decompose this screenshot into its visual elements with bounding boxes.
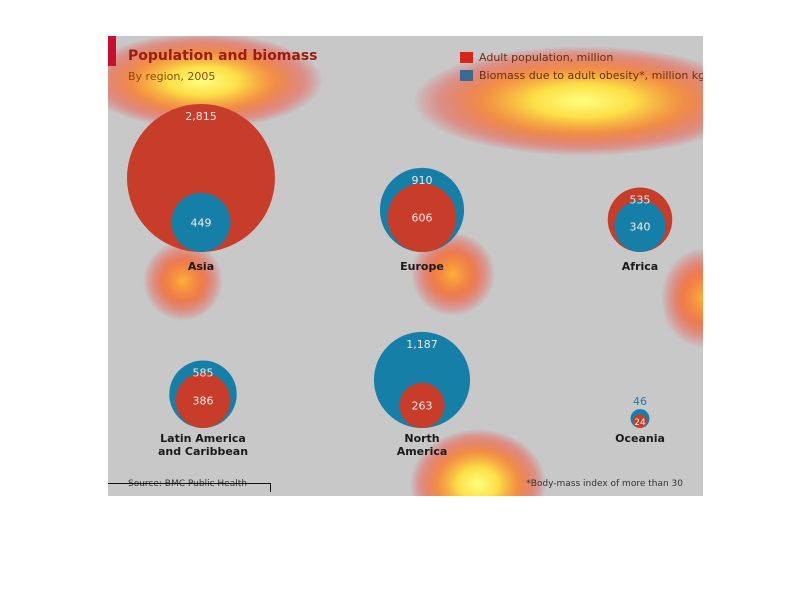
- region-name-label: Africa: [622, 260, 658, 273]
- region-group: 46 24 Oceania: [615, 395, 665, 445]
- source-note: Source: BMC Public Health: [128, 479, 247, 489]
- population-value-label: 535: [630, 193, 651, 206]
- chart-title: Population and biomass: [128, 48, 318, 64]
- biomass-bubble: [171, 192, 231, 253]
- heat-spot: [413, 46, 703, 156]
- region-name-label: Europe: [400, 260, 444, 273]
- biomass-value-label: 340: [630, 220, 651, 233]
- region-name-label: Asia: [188, 260, 214, 273]
- source-underline: [108, 483, 271, 484]
- population-bubble: [175, 373, 231, 428]
- population-value-label: 606: [412, 212, 433, 225]
- heat-spot: [143, 241, 223, 321]
- region-name-label: Latin America: [160, 432, 246, 445]
- source-underline-tick: [270, 483, 271, 492]
- population-value-label: 2,815: [185, 110, 217, 123]
- population-value-label: 263: [412, 399, 433, 412]
- heat-spot: [410, 429, 546, 496]
- population-value-label: 24: [634, 418, 646, 428]
- population-bubble: [399, 382, 445, 428]
- biomass-value-label: 910: [412, 174, 433, 187]
- heat-spot: [108, 36, 323, 129]
- biomass-bubble: [614, 200, 666, 252]
- accent-bar: [108, 36, 116, 66]
- population-value-label: 386: [193, 395, 214, 408]
- heat-spot: [411, 232, 495, 316]
- chart-figure: 2,815 449 Asia 910 606 Europe 535 340 Africa 585 3…: [108, 36, 703, 496]
- footnote: *Body-mass index of more than 30: [526, 479, 683, 489]
- region-group: 535 340 Africa: [607, 187, 673, 273]
- biomass-value-label: 585: [193, 367, 214, 380]
- biomass-value-label: 449: [191, 216, 212, 229]
- region-group: 910 606 Europe: [379, 167, 465, 273]
- legend-label-biomass: Biomass due to adult obesity*, million k…: [479, 68, 703, 82]
- region-name-label: and Caribbean: [158, 445, 248, 458]
- population-bubble: [387, 183, 457, 252]
- region-name-label: North: [404, 432, 439, 445]
- legend-item-biomass: Biomass due to adult obesity*, million k…: [460, 66, 703, 84]
- population-bubble: [633, 414, 647, 428]
- population-bubble: [127, 104, 275, 252]
- biomass-bubble: [373, 331, 471, 428]
- legend-label-population: Adult population, million: [479, 50, 614, 64]
- legend-swatch-population: [460, 51, 473, 63]
- heat-spot: [661, 248, 703, 348]
- biomass-value-label: 1,187: [406, 338, 438, 351]
- region-name-label: America: [397, 445, 448, 458]
- chart-subtitle: By region, 2005: [128, 70, 216, 83]
- heatmap-overlay: [108, 36, 703, 496]
- region-group: 2,815 449 Asia: [127, 104, 275, 273]
- legend-item-population: Adult population, million: [460, 48, 703, 66]
- bubble-layer: 2,815 449 Asia 910 606 Europe 535 340 Africa 585 3…: [127, 104, 673, 458]
- region-name-label: Oceania: [615, 432, 665, 445]
- legend-swatch-biomass: [460, 69, 473, 81]
- legend: Adult population, million Biomass due to…: [460, 48, 703, 84]
- biomass-value-label: 46: [633, 395, 647, 408]
